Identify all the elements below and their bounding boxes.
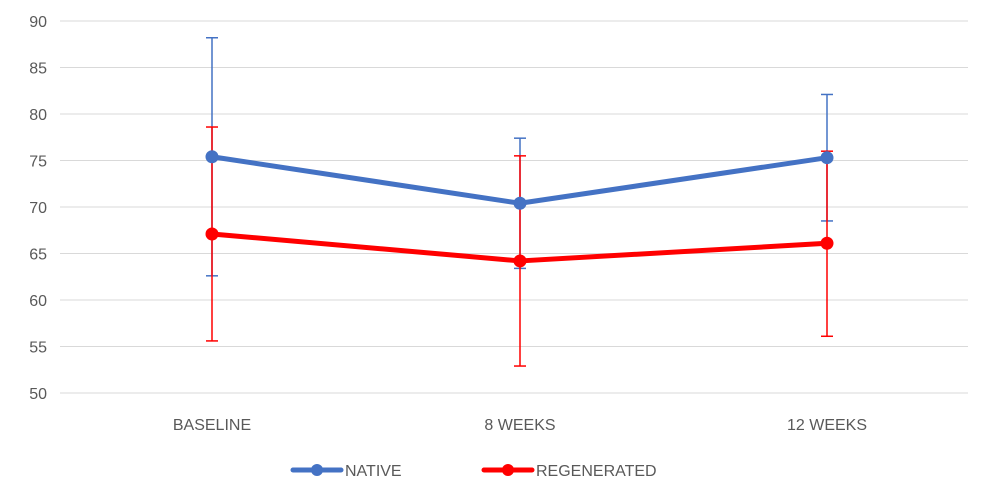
y-tick-label: 80 xyxy=(29,107,47,124)
y-tick-label: 85 xyxy=(29,61,47,78)
native-legend-label: NATIVE xyxy=(345,463,402,480)
native-data-point xyxy=(205,150,219,164)
y-tick-label: 60 xyxy=(29,293,47,310)
native-legend-marker xyxy=(311,464,323,476)
y-axis-ticks: 50 55 60 65 70 75 80 85 90 xyxy=(29,14,47,403)
y-tick-label: 50 xyxy=(29,386,47,403)
y-tick-label: 70 xyxy=(29,200,47,217)
x-axis-ticks: BASELINE 8 WEEKS 12 WEEKS xyxy=(173,417,867,434)
regenerated-data-point xyxy=(513,254,527,268)
native-data-point xyxy=(513,196,527,210)
native-data-point xyxy=(820,151,834,165)
legend: NATIVE REGENERATED xyxy=(290,463,657,480)
y-tick-label: 65 xyxy=(29,247,47,264)
y-tick-label: 90 xyxy=(29,14,47,31)
regenerated-legend-label: REGENERATED xyxy=(536,463,657,480)
gridlines xyxy=(60,20,968,394)
y-tick-label: 55 xyxy=(29,340,47,357)
x-tick-label: BASELINE xyxy=(173,417,251,434)
regenerated-data-point xyxy=(820,236,834,250)
x-tick-label: 12 WEEKS xyxy=(787,417,867,434)
x-tick-label: 8 WEEKS xyxy=(484,417,555,434)
data-points xyxy=(205,150,834,268)
regenerated-data-point xyxy=(205,227,219,241)
y-tick-label: 75 xyxy=(29,154,47,171)
regenerated-legend-marker xyxy=(502,464,514,476)
